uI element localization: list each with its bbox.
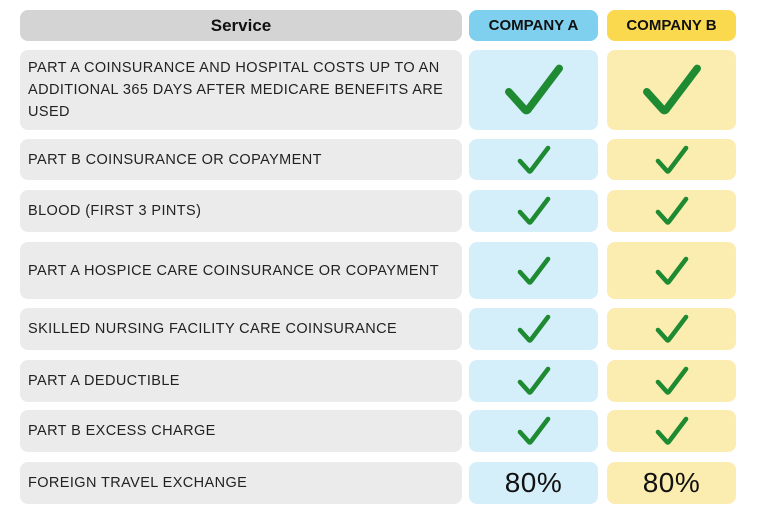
service-label: SKILLED NURSING FACILITY CARE COINSURANC… <box>20 308 462 350</box>
check-icon <box>655 196 689 226</box>
check-icon <box>502 63 566 117</box>
company-b-cell <box>607 50 736 130</box>
company-b-cell <box>607 190 736 232</box>
check-icon <box>517 314 551 344</box>
service-label: PART A HOSPICE CARE COINSURANCE OR COPAY… <box>20 242 462 299</box>
company-b-column-header: COMPANY B <box>607 10 736 41</box>
check-icon <box>517 256 551 286</box>
company-a-cell <box>469 242 598 299</box>
percentage-value: 80% <box>642 467 701 498</box>
check-icon <box>517 196 551 226</box>
check-icon <box>517 145 551 175</box>
service-label: PART B EXCESS CHARGE <box>20 410 462 452</box>
service-label: FOREIGN TRAVEL EXCHANGE <box>20 462 462 504</box>
company-a-cell <box>469 308 598 350</box>
company-b-cell <box>607 360 736 402</box>
check-icon <box>655 256 689 286</box>
company-b-cell <box>607 139 736 180</box>
company-b-cell: 80% <box>607 462 736 504</box>
company-b-cell <box>607 308 736 350</box>
percentage-value: 80% <box>504 467 563 498</box>
service-label: BLOOD (FIRST 3 PINTS) <box>20 190 462 232</box>
check-icon <box>517 416 551 446</box>
check-icon <box>655 314 689 344</box>
company-a-cell: 80% <box>469 462 598 504</box>
service-label: PART A COINSURANCE AND HOSPITAL COSTS UP… <box>20 50 462 130</box>
company-a-column-header: COMPANY A <box>469 10 598 41</box>
service-label: PART A DEDUCTIBLE <box>20 360 462 402</box>
company-a-cell <box>469 360 598 402</box>
company-a-cell <box>469 50 598 130</box>
check-icon <box>655 416 689 446</box>
company-a-cell <box>469 410 598 452</box>
company-b-cell <box>607 410 736 452</box>
check-icon <box>655 145 689 175</box>
check-icon <box>655 366 689 396</box>
service-column-header: Service <box>20 10 462 41</box>
check-icon <box>640 63 704 117</box>
company-b-cell <box>607 242 736 299</box>
check-icon <box>517 366 551 396</box>
company-a-cell <box>469 139 598 180</box>
service-label: PART B COINSURANCE OR COPAYMENT <box>20 139 462 180</box>
company-a-cell <box>469 190 598 232</box>
